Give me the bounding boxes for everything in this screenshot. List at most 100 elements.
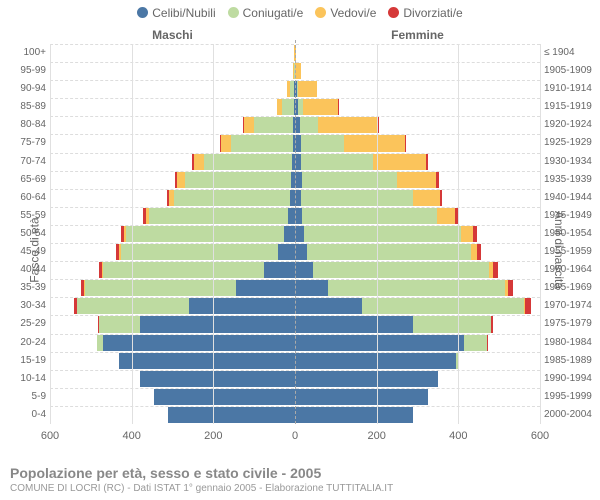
x-tick-label: 600 — [531, 430, 549, 442]
male-bar — [50, 45, 295, 61]
male-bar — [50, 353, 295, 369]
bar-segment — [116, 244, 119, 260]
age-label: 100+ — [0, 44, 50, 62]
female-bar — [295, 280, 540, 296]
bar-segment — [185, 172, 291, 188]
bar-segment — [477, 244, 481, 260]
age-label: 10-14 — [0, 370, 50, 388]
bar-segment — [154, 389, 295, 405]
female-bar — [295, 389, 540, 405]
legend-label: Celibi/Nubili — [152, 6, 215, 20]
bar-segment — [220, 135, 221, 151]
birth-year-label: 1945-1949 — [540, 207, 600, 225]
bar-segment — [405, 135, 407, 151]
age-label: 5-9 — [0, 388, 50, 406]
bar-segment — [295, 226, 304, 242]
bar-segment — [290, 81, 294, 97]
bar-segment — [301, 135, 344, 151]
bar-segment — [397, 172, 436, 188]
bar-segment — [464, 335, 486, 351]
female-bar — [295, 316, 540, 332]
bar-segment — [119, 353, 295, 369]
plot-area: 100+≤ 190495-991905-190990-941910-191485… — [50, 44, 540, 442]
legend-label: Divorziati/e — [403, 6, 462, 20]
bar-segment — [169, 190, 174, 206]
bar-segment — [426, 154, 428, 170]
grid-line — [50, 44, 51, 424]
footer-subtitle: COMUNE DI LOCRI (RC) - Dati ISTAT 1° gen… — [10, 483, 590, 494]
female-bar — [295, 407, 540, 423]
female-bar — [295, 226, 540, 242]
age-label: 70-74 — [0, 153, 50, 171]
bar-segment — [189, 298, 295, 314]
male-bar — [50, 172, 295, 188]
legend-swatch — [315, 7, 326, 18]
bar-segment — [244, 117, 254, 133]
chart-footer: Popolazione per età, sesso e stato civil… — [10, 465, 590, 494]
birth-year-label: 1940-1944 — [540, 189, 600, 207]
age-label: 40-44 — [0, 261, 50, 279]
bar-segment — [373, 154, 426, 170]
male-bar — [50, 135, 295, 151]
bar-segment — [174, 190, 290, 206]
bar-segment — [77, 298, 189, 314]
age-label: 85-89 — [0, 98, 50, 116]
male-bar — [50, 316, 295, 332]
female-header: Femmine — [368, 28, 468, 42]
bar-segment — [287, 81, 290, 97]
female-bar — [295, 117, 540, 133]
x-tick-label: 200 — [367, 430, 385, 442]
female-bar — [295, 99, 540, 115]
bar-segment — [194, 154, 204, 170]
bar-segment — [74, 298, 76, 314]
birth-year-label: 1960-1964 — [540, 261, 600, 279]
birth-year-label: 1925-1929 — [540, 134, 600, 152]
male-bar — [50, 280, 295, 296]
age-label: 65-69 — [0, 171, 50, 189]
grid-line — [377, 44, 378, 424]
bar-segment — [284, 226, 295, 242]
legend-swatch — [137, 7, 148, 18]
male-bar — [50, 81, 295, 97]
birth-year-label: 1975-1979 — [540, 315, 600, 333]
bar-segment — [177, 172, 184, 188]
bar-segment — [140, 316, 295, 332]
bar-segment — [221, 135, 231, 151]
bar-segment — [301, 154, 372, 170]
legend-item: Coniugati/e — [228, 6, 304, 20]
bar-segment — [81, 280, 84, 296]
bar-segment — [318, 117, 377, 133]
grid-line — [132, 44, 133, 424]
bar-segment — [362, 298, 523, 314]
age-label: 20-24 — [0, 334, 50, 352]
bar-segment — [436, 172, 438, 188]
birth-year-label: 1920-1924 — [540, 116, 600, 134]
bar-segment — [295, 208, 302, 224]
bar-segment — [301, 190, 413, 206]
birth-year-label: 1995-1999 — [540, 388, 600, 406]
bar-segment — [328, 280, 506, 296]
bar-segment — [295, 407, 413, 423]
bar-segment — [254, 117, 293, 133]
x-tick-label: 0 — [292, 430, 298, 442]
male-bar — [50, 208, 295, 224]
bar-segment — [168, 407, 295, 423]
bar-segment — [493, 262, 498, 278]
female-bar — [295, 190, 540, 206]
legend-swatch — [228, 7, 239, 18]
male-bar — [50, 190, 295, 206]
bar-segment — [243, 117, 244, 133]
legend-item: Celibi/Nubili — [137, 6, 215, 20]
bar-segment — [508, 280, 514, 296]
bar-segment — [437, 208, 455, 224]
birth-year-label: 1970-1974 — [540, 297, 600, 315]
male-bar — [50, 63, 295, 79]
age-label: 90-94 — [0, 80, 50, 98]
bar-segment — [99, 316, 140, 332]
male-bar — [50, 117, 295, 133]
male-bar — [50, 244, 295, 260]
legend-label: Vedovi/e — [330, 6, 376, 20]
bar-segment — [84, 280, 85, 296]
female-bar — [295, 154, 540, 170]
female-bar — [295, 244, 540, 260]
